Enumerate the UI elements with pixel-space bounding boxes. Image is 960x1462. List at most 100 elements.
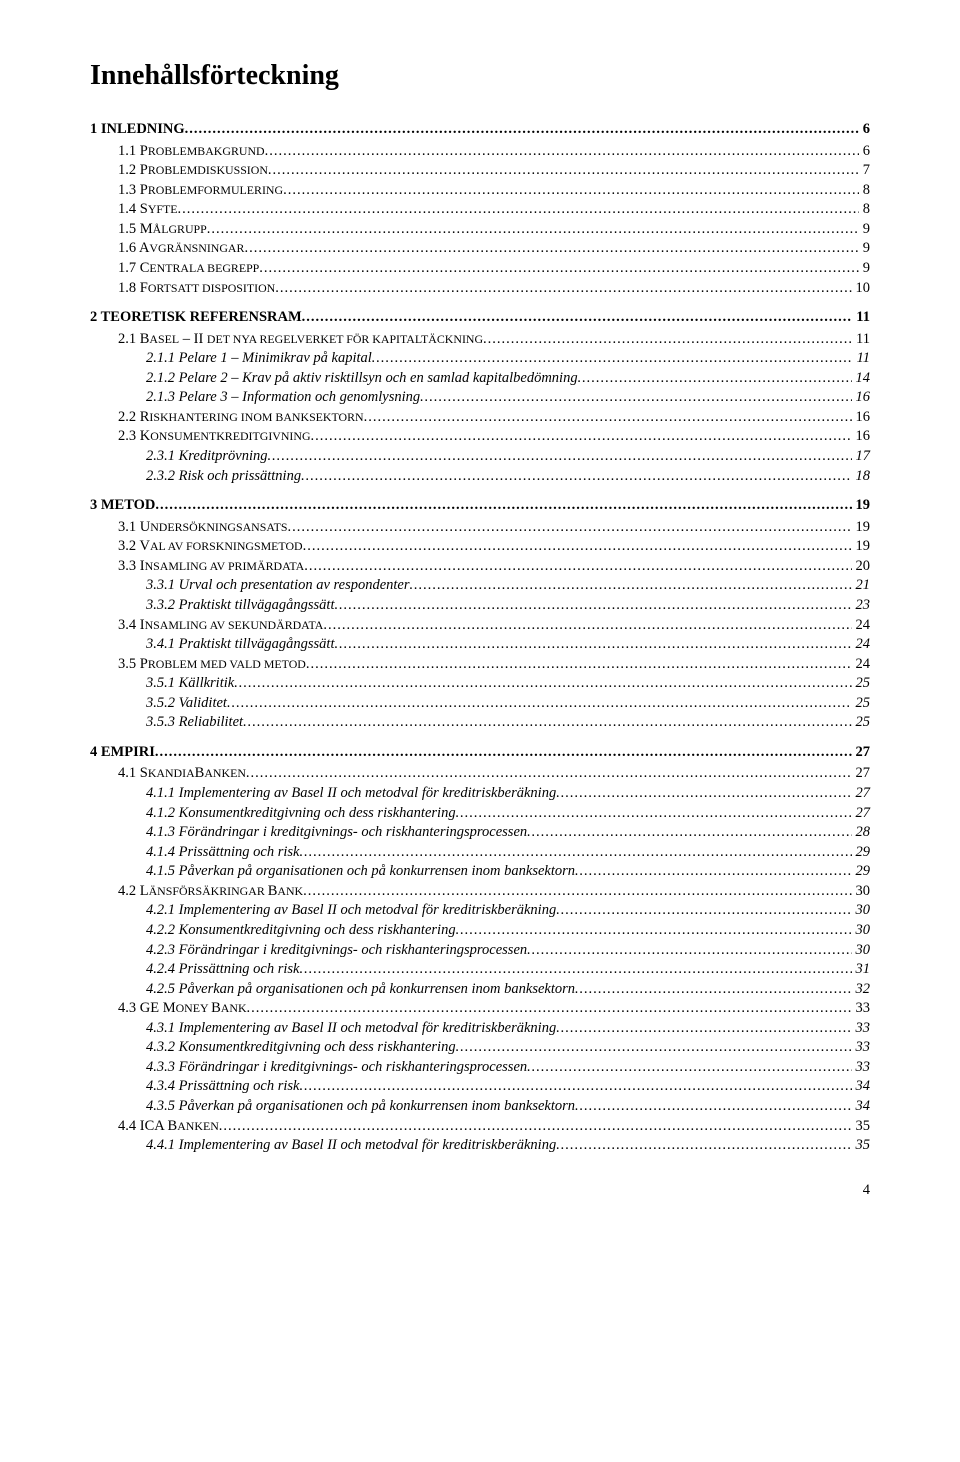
toc-entry-label: 1.4 SYFTE [118, 200, 178, 220]
toc-dots [527, 941, 851, 961]
toc-entry-label: 4.3.3 Förändringar i kreditgivnings- och… [146, 1058, 527, 1078]
toc-entry-label: 3.5.2 Validitet [146, 694, 227, 714]
toc-dots [268, 161, 859, 181]
toc-entry-label: 3.4.1 Praktiskt tillvägagångssätt [146, 635, 335, 655]
toc-dots [575, 980, 851, 1000]
toc-dots [185, 120, 859, 140]
toc-entry-page: 19 [852, 537, 871, 557]
toc-entry-label: 4.1.1 Implementering av Basel II och met… [146, 784, 556, 804]
toc-dots [311, 427, 852, 447]
toc-dots [234, 674, 851, 694]
toc-entry-label: 4.3.2 Konsumentkreditgivning och dess ri… [146, 1038, 456, 1058]
toc-dots [283, 181, 859, 201]
toc-dots [303, 537, 852, 557]
toc-entry-page: 19 [852, 518, 871, 538]
toc-entry: 1.1 PROBLEMBAKGRUND 6 [118, 142, 870, 162]
toc-entry-page: 23 [852, 596, 871, 616]
toc-entry: 3.5.1 Källkritik 25 [146, 674, 870, 694]
toc-entry-label: 4.2.5 Påverkan på organisationen och på … [146, 980, 575, 1000]
toc-dots [456, 921, 852, 941]
toc-entry-label: 2.3.1 Kreditprövning [146, 447, 268, 467]
toc-entry: 4.3.5 Påverkan på organisationen och på … [146, 1097, 870, 1117]
toc-entry-label: 3.2 VAL AV FORSKNINGSMETOD [118, 537, 303, 557]
toc-entry: 1.4 SYFTE 8 [118, 200, 870, 220]
toc-entry: 1.3 PROBLEMFORMULERING 8 [118, 181, 870, 201]
toc-entry: 4.4 ICA BANKEN 35 [118, 1117, 870, 1137]
toc-entry-label: 2 TEORETISK REFERENSRAM [90, 308, 302, 328]
toc-dots [556, 1019, 851, 1039]
toc-entry-page: 29 [852, 862, 871, 882]
toc-entry: 4.3.4 Prissättning och risk 34 [146, 1077, 870, 1097]
toc-dots [304, 557, 851, 577]
toc-dots [456, 1038, 852, 1058]
toc-entry-page: 27 [852, 784, 871, 804]
toc-entry-page: 24 [852, 616, 871, 636]
toc-entry-label: 1.8 FORTSATT DISPOSITION [118, 279, 275, 299]
toc-entry-page: 9 [859, 259, 870, 279]
toc-entry: 2.1.2 Pelare 2 – Krav på aktiv risktills… [146, 369, 870, 389]
toc-entry: 4.4.1 Implementering av Basel II och met… [146, 1136, 870, 1156]
toc-entry-label: 4 EMPIRI [90, 743, 155, 763]
toc-entry: 4 EMPIRI 27 [90, 743, 870, 763]
toc-entry-page: 10 [852, 279, 871, 299]
toc-dots [306, 655, 852, 675]
toc-entry-label: 4.3.1 Implementering av Basel II och met… [146, 1019, 556, 1039]
toc-entry-label: 4.3.4 Prissättning och risk [146, 1077, 299, 1097]
toc-entry: 1.2 PROBLEMDISKUSSION 7 [118, 161, 870, 181]
toc-entry-page: 34 [852, 1077, 871, 1097]
toc-dots [301, 467, 851, 487]
toc-entry-label: 2.1.1 Pelare 1 – Minimikrav på kapital [146, 349, 372, 369]
toc-entry-page: 30 [852, 921, 871, 941]
toc-entry-page: 33 [852, 999, 871, 1019]
toc-entry: 4.1.4 Prissättning och risk 29 [146, 843, 870, 863]
toc-entry-label: 1.3 PROBLEMFORMULERING [118, 181, 283, 201]
toc-entry-label: 1.2 PROBLEMDISKUSSION [118, 161, 268, 181]
toc-entry-label: 3.3.2 Praktiskt tillvägagångssätt [146, 596, 335, 616]
toc-dots [456, 804, 852, 824]
toc-entry-label: 4.4 ICA BANKEN [118, 1117, 219, 1137]
toc-entry: 1 INLEDNING 6 [90, 120, 870, 140]
toc-dots [219, 1117, 852, 1137]
toc-dots [302, 308, 853, 328]
toc-entry-label: 4.2 LÄNSFÖRSÄKRINGAR BANK [118, 882, 303, 902]
toc-entry: 3.4 INSAMLING AV SEKUNDÄRDATA 24 [118, 616, 870, 636]
toc-entry: 2.1.1 Pelare 1 – Minimikrav på kapital 1… [146, 349, 870, 369]
toc-entry: 4.3.3 Förändringar i kreditgivnings- och… [146, 1058, 870, 1078]
toc-entry: 4.3.1 Implementering av Basel II och met… [146, 1019, 870, 1039]
toc-entry-page: 33 [852, 1019, 871, 1039]
toc-entry-label: 3.5.3 Reliabilitet [146, 713, 243, 733]
toc-entry-page: 17 [852, 447, 871, 467]
toc-entry-label: 4.2.1 Implementering av Basel II och met… [146, 901, 556, 921]
toc-entry: 4.2.4 Prissättning och risk 31 [146, 960, 870, 980]
toc-entry: 2.3.1 Kreditprövning 17 [146, 447, 870, 467]
toc-entry: 2.3 KONSUMENTKREDITGIVNING 16 [118, 427, 870, 447]
toc-entry: 4.3.2 Konsumentkreditgivning och dess ri… [146, 1038, 870, 1058]
toc-entry: 4.2.2 Konsumentkreditgivning och dess ri… [146, 921, 870, 941]
toc-entry-label: 1.1 PROBLEMBAKGRUND [118, 142, 265, 162]
toc-dots [247, 999, 852, 1019]
toc-entry: 4.2 LÄNSFÖRSÄKRINGAR BANK 30 [118, 882, 870, 902]
toc-dots [155, 743, 852, 763]
toc-entry-page: 8 [859, 200, 870, 220]
document-page: Innehållsförteckning 1 INLEDNING 61.1 PR… [0, 0, 960, 1239]
toc-list: 1 INLEDNING 61.1 PROBLEMBAKGRUND 61.2 PR… [90, 120, 870, 1156]
toc-entry: 4.1 SKANDIABANKEN 27 [118, 764, 870, 784]
toc-entry: 2.3.2 Risk och prissättning 18 [146, 467, 870, 487]
toc-entry-page: 25 [852, 694, 871, 714]
toc-entry: 4.1.1 Implementering av Basel II och met… [146, 784, 870, 804]
toc-entry-label: 1 INLEDNING [90, 120, 185, 140]
toc-dots [420, 388, 851, 408]
toc-entry-label: 1.6 AVGRÄNSNINGAR [118, 239, 244, 259]
toc-dots [246, 764, 852, 784]
toc-entry: 2.1 BASEL – II DET NYA REGELVERKET FÖR K… [118, 330, 870, 350]
toc-dots [335, 596, 852, 616]
toc-entry-page: 16 [852, 408, 871, 428]
toc-dots [299, 1077, 851, 1097]
toc-entry-page: 31 [852, 960, 871, 980]
toc-title: Innehållsförteckning [90, 60, 870, 92]
toc-entry: 3.2 VAL AV FORSKNINGSMETOD 19 [118, 537, 870, 557]
toc-dots [303, 882, 851, 902]
toc-entry-label: 2.3 KONSUMENTKREDITGIVNING [118, 427, 311, 447]
toc-dots [575, 862, 851, 882]
toc-entry-label: 1.5 MÅLGRUPP [118, 220, 207, 240]
